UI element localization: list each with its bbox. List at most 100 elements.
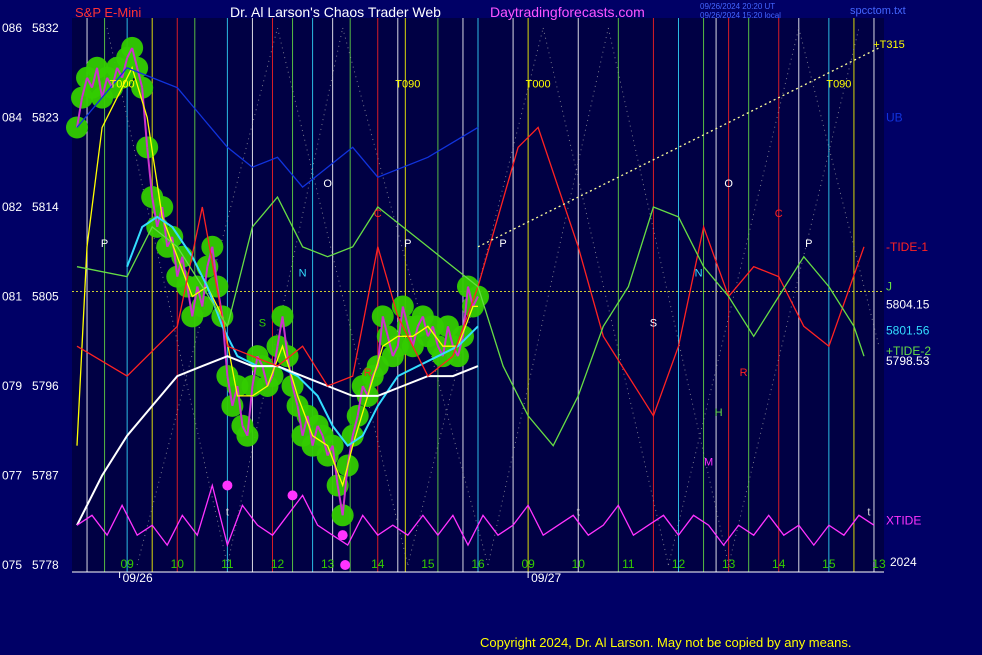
chaos-diagonal [667,27,800,566]
price-bar [206,246,214,267]
price-bar [341,465,349,516]
price-bar [381,316,389,337]
chaos-diagonal [277,27,409,566]
y-tick-left: 082 [2,200,22,214]
y-tick-price: 5832 [32,21,59,35]
y-tick-price: 5823 [32,111,59,125]
y-tick-left: 081 [2,290,22,304]
event-mark: t [226,506,229,518]
event-mark: P [101,238,108,250]
site-link[interactable]: Daytradingforecasts.com [490,4,645,20]
chaos-diagonal [106,27,228,566]
price-bar [416,315,424,327]
chaos-diagonals [106,27,880,566]
price-bar [101,77,109,98]
price-bar [311,425,319,446]
event-mark: S [259,317,266,329]
price-bar [261,365,269,387]
event-mark: P [404,238,411,250]
price-bar [166,236,174,248]
y-tick-left: 075 [2,558,22,572]
price-bar [281,316,289,357]
event-mark: R [740,367,748,379]
x-tick-label: 13 [872,557,886,571]
price-bar [426,325,434,337]
event-mark: T000 [526,79,551,91]
price-bar [226,375,234,407]
chaos-diagonal [487,27,609,566]
price-bar [396,306,404,347]
price-bar [316,425,324,437]
price-bar [441,326,449,357]
event-mark: P [499,238,506,250]
event-mark: t [577,506,580,518]
price-bar [321,435,329,456]
event-mark: +T315 [873,39,905,51]
pivot-dot [287,490,298,501]
x-tick-label: 12 [672,557,686,571]
event-mark: O [323,178,332,190]
price-bar [196,286,204,307]
chaos-diagonal [542,27,669,566]
price-bar [291,385,299,407]
x-tick-label: 10 [572,557,586,571]
time-lines [86,18,875,572]
data-file-label: spcctom.txt [850,5,906,17]
price-bar [411,326,419,347]
price-bar [446,326,454,347]
y-axis: 086 5832 084 5823 082 5814 081 5805 079 5796 077 57… [2,21,59,572]
copyright-notice: Copyright 2024, Dr. Al Larson. May not b… [480,635,851,650]
x-tick-label: 15 [421,557,435,571]
x-tick-label: 14 [371,557,385,571]
event-mark: C [775,208,783,220]
right-label: J [886,280,892,294]
chart-title: Dr. Al Larson's Chaos Trader Web [230,4,441,20]
symbol-label: S&P E-Mini [75,5,141,20]
event-mark: T090 [395,79,420,91]
x-tick-label: 09 [521,557,535,571]
price-bar [336,485,344,516]
event-mark: T090 [826,79,851,91]
price-bar [251,356,259,387]
price-bar [81,77,89,98]
series-slow-avg [126,215,479,448]
pivot-dots [222,480,351,570]
price-bar [461,286,469,337]
price-bar [236,385,244,426]
price-bar [126,47,134,59]
price-bar [201,266,209,307]
price-bubbles [66,36,489,527]
price-bar [186,286,194,317]
y-tick-price: 5805 [32,290,59,304]
price-bar [86,77,93,89]
event-mark: S [650,317,657,329]
price-bar [91,67,99,88]
series-ub [76,67,479,189]
right-label: 5801.56 [886,323,930,337]
x-tick-label: 12 [271,557,285,571]
price-bar [211,246,219,287]
price-bar [131,47,139,69]
price-bar [351,415,359,436]
price-bar [146,147,154,198]
price-bar [361,385,369,397]
series-tide-1 [76,126,865,418]
x-tick-label: 10 [171,557,185,571]
chaos-diagonal [728,27,860,566]
pivot-dot [340,560,351,570]
y-tick-price: 5778 [32,558,59,572]
x-tick-label: 13 [321,557,335,571]
date-label: 09/26 [123,571,153,585]
y-tick-left: 077 [2,469,22,483]
series-fast-avg [76,66,478,488]
pivot-dot [222,480,233,491]
year-label: 2024 [890,555,917,569]
y-tick-left: 086 [2,21,22,35]
date-label: 09/27 [531,571,561,585]
series-xtide [76,482,875,548]
x-tick-label: 14 [772,557,786,571]
right-label: XTIDE [886,513,921,527]
x-tick-label: 09 [120,557,134,571]
